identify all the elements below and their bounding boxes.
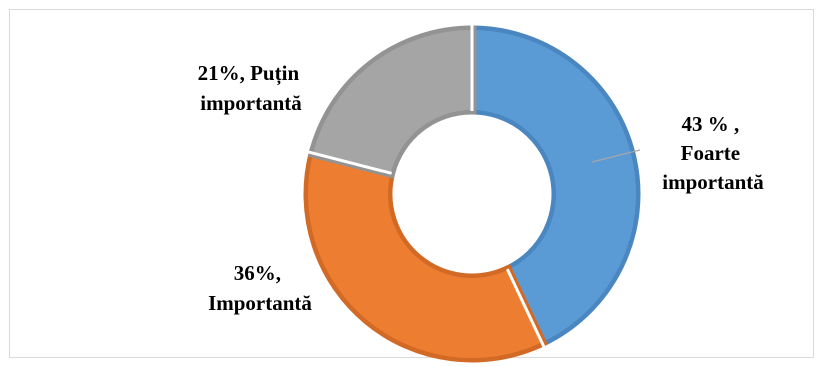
data-label-putin-importanta-line-2: importantă	[200, 91, 302, 115]
slice-foarte-importanta	[467, 25, 641, 349]
data-label-foarte-importanta-line-1: 43 % ,	[682, 112, 740, 136]
slice-separator	[505, 268, 546, 348]
data-label-foarte-importanta-line-3: importantă	[662, 170, 764, 194]
data-label-putin-importanta: 21%, Puțin importantă	[198, 61, 305, 115]
data-label-importanta: 36%, Importantă	[208, 261, 312, 315]
data-label-foarte-importanta: 43 % , Foarte importantă	[662, 112, 764, 194]
slice-putin-importanta	[307, 25, 477, 179]
data-label-importanta-line-2: Importantă	[208, 291, 312, 315]
data-label-importanta-line-1: 36%,	[234, 261, 281, 285]
leader-line	[591, 149, 641, 163]
data-label-putin-importanta-line-1: 21%, Puțin	[198, 61, 300, 86]
slice-separator	[307, 150, 392, 175]
doughnut-slices	[303, 25, 641, 363]
slice-importanta	[303, 147, 548, 363]
data-label-foarte-importanta-line-2: Foarte	[681, 141, 740, 165]
